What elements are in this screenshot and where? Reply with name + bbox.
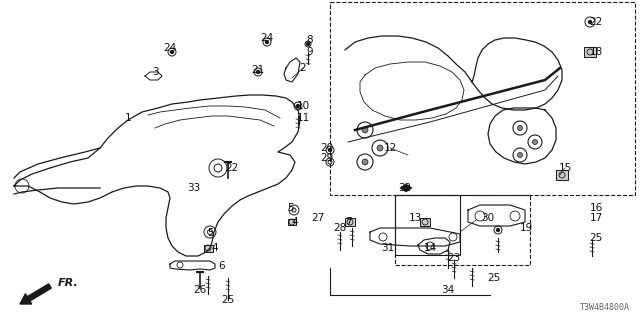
- Text: 14: 14: [424, 243, 436, 253]
- Text: 21: 21: [252, 65, 264, 75]
- Text: T3W4B4800A: T3W4B4800A: [580, 303, 630, 312]
- Text: 30: 30: [481, 213, 495, 223]
- Polygon shape: [400, 184, 412, 192]
- Text: 25: 25: [589, 233, 603, 243]
- Text: 25: 25: [488, 273, 500, 283]
- Bar: [288, 219, 296, 225]
- Text: 23: 23: [447, 253, 461, 263]
- Text: 3: 3: [152, 67, 158, 77]
- Text: 29: 29: [321, 153, 333, 163]
- Circle shape: [307, 43, 310, 45]
- Circle shape: [518, 153, 522, 157]
- Text: 17: 17: [589, 213, 603, 223]
- Text: 10: 10: [296, 101, 310, 111]
- Bar: [584, 47, 596, 57]
- Circle shape: [362, 159, 368, 165]
- Text: 19: 19: [520, 223, 532, 233]
- Circle shape: [377, 145, 383, 151]
- Text: 11: 11: [296, 113, 310, 123]
- Text: 24: 24: [260, 33, 274, 43]
- Text: 13: 13: [408, 213, 422, 223]
- Text: 5: 5: [287, 203, 293, 213]
- Circle shape: [362, 127, 368, 133]
- Text: 4: 4: [212, 243, 218, 253]
- Text: 31: 31: [381, 243, 395, 253]
- Circle shape: [518, 125, 522, 131]
- Text: 25: 25: [221, 295, 235, 305]
- Bar: [556, 170, 568, 180]
- Circle shape: [170, 51, 173, 53]
- Circle shape: [328, 148, 332, 151]
- Text: FR.: FR.: [58, 278, 79, 288]
- Bar: [330, 2, 635, 195]
- Circle shape: [589, 20, 591, 23]
- Bar: [395, 195, 460, 255]
- Text: 26: 26: [193, 285, 207, 295]
- Text: 22: 22: [589, 17, 603, 27]
- FancyArrow shape: [20, 284, 51, 304]
- Text: 20: 20: [321, 143, 333, 153]
- Circle shape: [296, 105, 300, 108]
- Text: 22: 22: [225, 163, 239, 173]
- Text: 27: 27: [312, 213, 324, 223]
- Text: 18: 18: [589, 47, 603, 57]
- Text: 12: 12: [383, 143, 397, 153]
- Text: 15: 15: [558, 163, 572, 173]
- Text: 2: 2: [300, 63, 307, 73]
- Text: 1: 1: [125, 113, 131, 123]
- Bar: [204, 245, 213, 252]
- Text: 24: 24: [163, 43, 177, 53]
- Circle shape: [497, 228, 499, 231]
- Bar: [420, 218, 430, 226]
- Bar: [395, 195, 530, 265]
- Circle shape: [257, 70, 259, 74]
- Text: 34: 34: [442, 285, 454, 295]
- Text: 6: 6: [219, 261, 225, 271]
- Text: 4: 4: [292, 217, 298, 227]
- Circle shape: [532, 140, 538, 145]
- Text: 16: 16: [589, 203, 603, 213]
- Text: 28: 28: [333, 223, 347, 233]
- Bar: [345, 218, 355, 226]
- Text: 8: 8: [307, 35, 314, 45]
- Text: 33: 33: [188, 183, 200, 193]
- Text: 9: 9: [307, 47, 314, 57]
- Text: 32: 32: [398, 183, 412, 193]
- Circle shape: [266, 41, 269, 44]
- Text: 7: 7: [345, 217, 351, 227]
- Text: 5: 5: [207, 228, 213, 238]
